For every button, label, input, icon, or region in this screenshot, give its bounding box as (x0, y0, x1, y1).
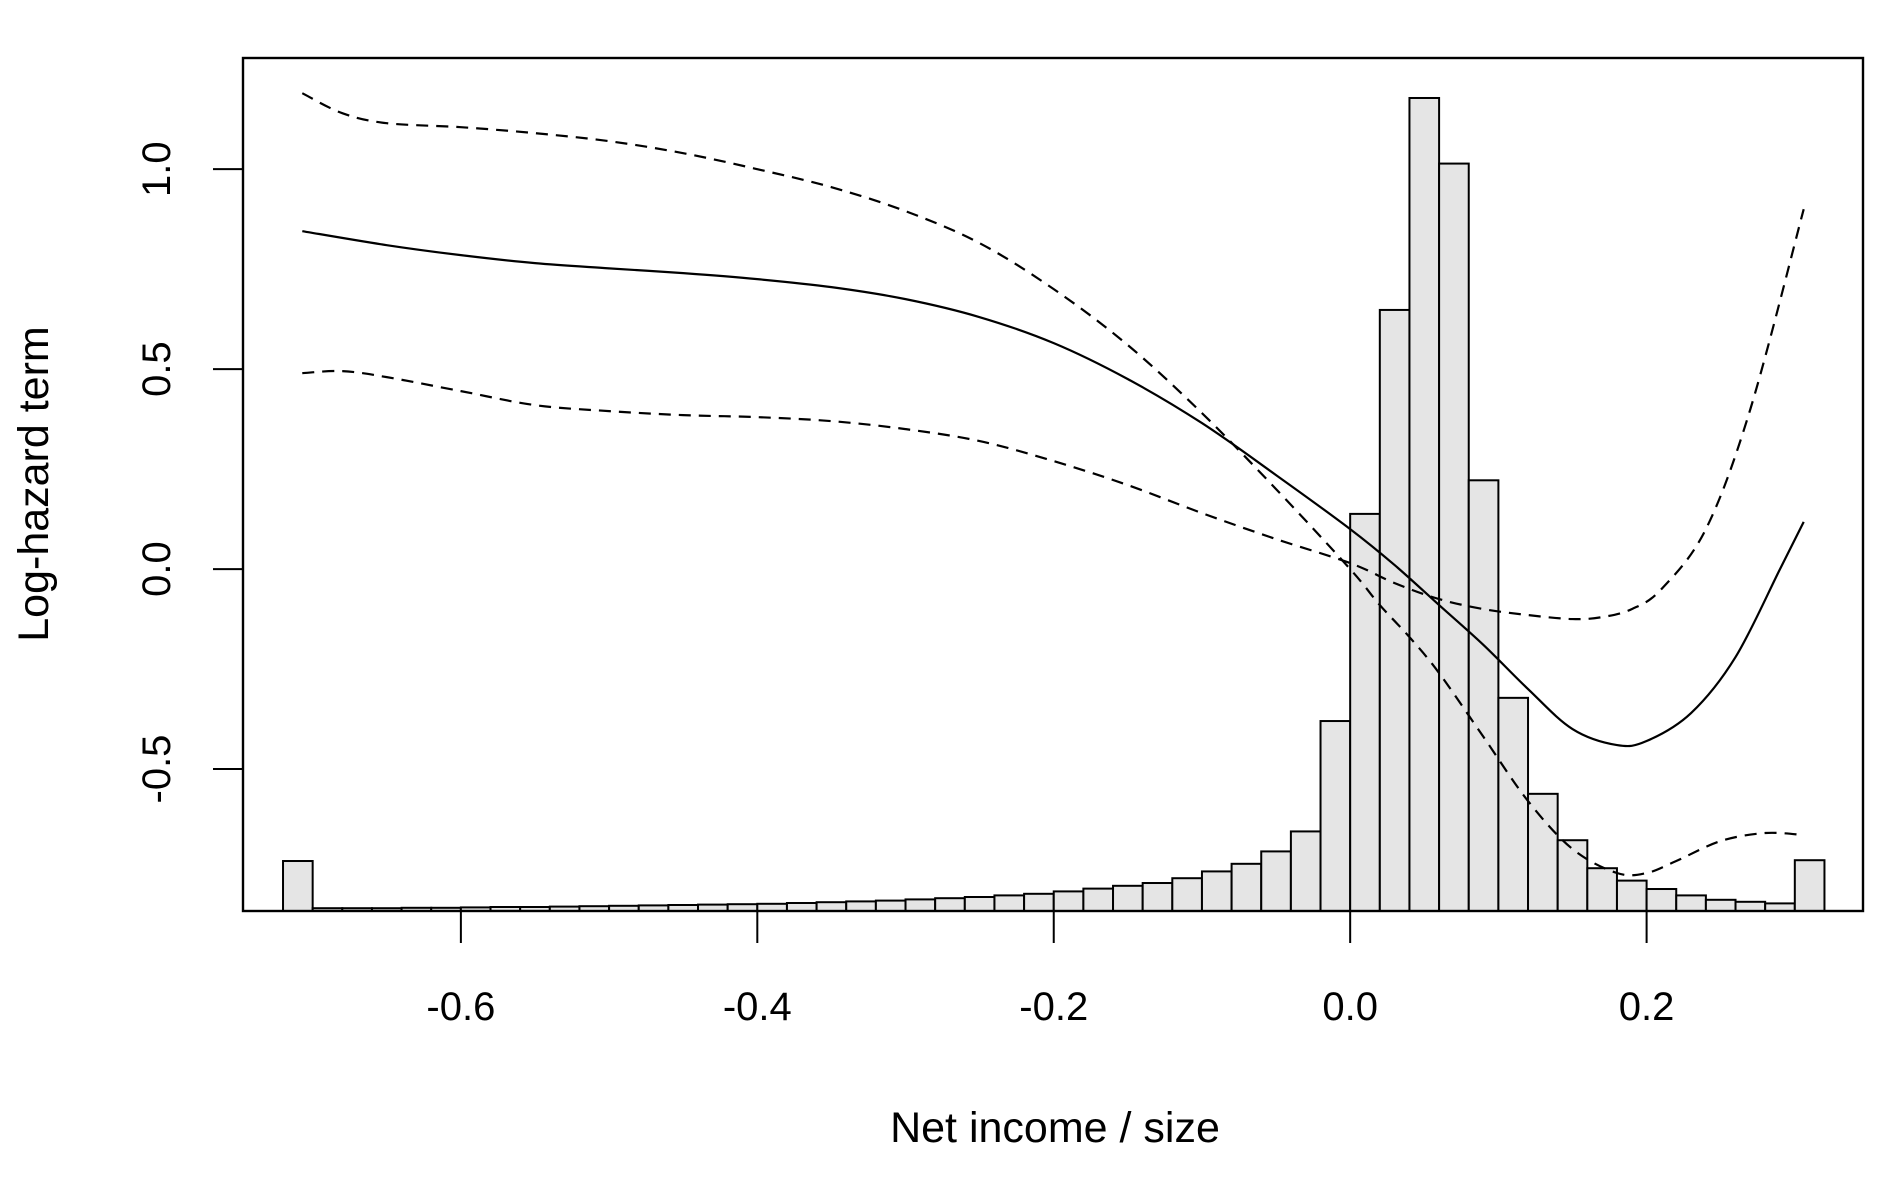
histogram-bar (904, 898, 937, 913)
y-tick-label: 0.0 (135, 541, 179, 597)
histogram-bar (1734, 900, 1767, 912)
histogram-bar (1615, 879, 1648, 912)
histogram-bar (1141, 882, 1174, 913)
histogram-bar (815, 901, 848, 913)
series-lines (301, 92, 1805, 877)
histogram-bar (1289, 830, 1322, 912)
plot-frame (241, 56, 1865, 913)
histogram-bar (1704, 898, 1737, 912)
histogram-bar (1527, 792, 1559, 913)
histogram-bar (1319, 720, 1352, 912)
histogram-bar (1112, 884, 1144, 912)
y-axis-label: Log-hazard term (10, 326, 58, 642)
x-tick-label: -0.6 (426, 985, 495, 1029)
histogram-bar (1230, 862, 1263, 912)
histogram-bar (1645, 888, 1678, 913)
histogram-bar (282, 860, 314, 913)
histogram-bar (1200, 870, 1233, 912)
histogram-bar (1052, 890, 1085, 913)
y-tick-label: 0.5 (135, 341, 179, 397)
x-tick-label: -0.4 (723, 985, 792, 1029)
x-tick-label: -0.2 (1019, 985, 1088, 1029)
histogram-bar (1793, 859, 1826, 913)
histogram-bar (934, 897, 966, 913)
histogram-bar (1171, 877, 1203, 913)
histogram-bar (1497, 696, 1530, 912)
histogram-bar (845, 900, 877, 913)
histogram-bar (1260, 850, 1292, 912)
histogram-bar (874, 899, 907, 912)
histogram-bar (1586, 867, 1618, 913)
histogram-bar (1408, 96, 1441, 913)
histogram-bar (963, 896, 996, 912)
histogram-bar (1023, 892, 1055, 912)
ci-line-2 (302, 208, 1805, 621)
x-tick-label: 0.0 (1322, 985, 1378, 1029)
y-tick-label: 1.0 (135, 141, 179, 197)
histogram-bar (1675, 894, 1707, 913)
x-axis-label: Net income / size (890, 1104, 1220, 1152)
ci-line-1 (301, 92, 1804, 877)
histogram-bar (1082, 887, 1115, 912)
histogram-bars (282, 96, 1826, 913)
y-axis: -0.5 0.0 0.5 1.0 (135, 141, 244, 804)
histogram-bar (993, 894, 1026, 913)
x-tick-label: 0.2 (1619, 985, 1675, 1029)
histogram-bar (1556, 839, 1589, 912)
x-axis: -0.6 -0.4 -0.2 0.0 0.2 (426, 910, 1675, 1029)
estimate-line (302, 230, 1805, 748)
histogram-bar (1467, 479, 1500, 912)
y-tick-label: -0.5 (135, 735, 179, 804)
histogram-bar (1438, 162, 1470, 912)
histogram-bar (1349, 512, 1381, 912)
